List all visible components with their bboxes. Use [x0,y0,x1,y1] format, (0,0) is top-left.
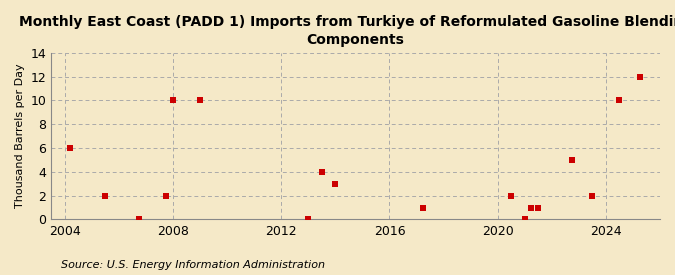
Point [506,193,516,198]
Y-axis label: Thousand Barrels per Day: Thousand Barrels per Day [15,64,25,208]
Point [161,193,171,198]
Point [194,98,205,103]
Point [533,205,543,210]
Point [418,205,429,210]
Point [134,217,144,222]
Point [587,193,598,198]
Point [330,182,341,186]
Title: Monthly East Coast (PADD 1) Imports from Turkiye of Reformulated Gasoline Blendi: Monthly East Coast (PADD 1) Imports from… [19,15,675,47]
Point [526,205,537,210]
Point [519,217,530,222]
Text: Source: U.S. Energy Information Administration: Source: U.S. Energy Information Administ… [61,260,325,270]
Point [100,193,111,198]
Point [303,217,314,222]
Point [65,146,76,150]
Point [634,74,645,79]
Point [167,98,178,103]
Point [317,170,327,174]
Point [567,158,578,162]
Point [614,98,625,103]
